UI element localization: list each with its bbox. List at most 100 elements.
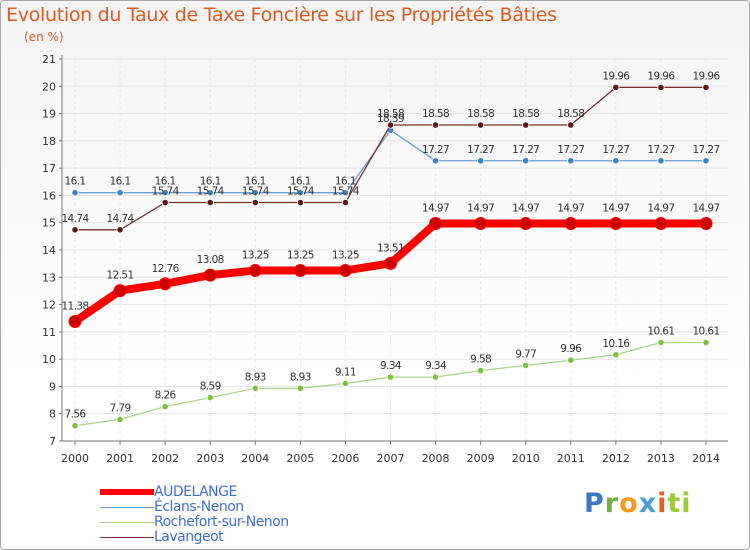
data-label-lavangeot-2008: 18.58: [422, 108, 449, 120]
data-label-eclans-nenon-2010: 17.27: [512, 144, 539, 156]
point-lavangeot-2005: [296, 198, 304, 207]
data-label-eclans-nenon-2009: 17.27: [467, 144, 494, 156]
data-label-eclans-nenon-2007: 18.39: [377, 113, 404, 125]
point-eclans-nenon-2003: [206, 189, 214, 197]
y-tick-label-18: 18: [42, 135, 56, 148]
data-label-eclans-nenon-2005: 16.1: [290, 176, 311, 188]
data-label-lavangeot-2014: 19.96: [692, 70, 720, 82]
legend-label-audelange: AUDELANGE: [154, 484, 237, 500]
point-rochefort-sur-nenon-2014: [702, 338, 710, 347]
data-label-eclans-nenon-2014: 17.27: [692, 144, 719, 156]
point-audelange-2012: [609, 217, 623, 231]
x-tick-label-2014: 2014: [692, 452, 720, 465]
x-tick-label-2003: 2003: [196, 452, 224, 465]
data-label-rochefort-sur-nenon-2010: 9.77: [515, 348, 536, 360]
data-label-eclans-nenon-2012: 17.27: [602, 144, 629, 156]
data-label-rochefort-sur-nenon-2006: 9.11: [335, 366, 356, 378]
data-label-rochefort-sur-nenon-2014: 10.61: [692, 325, 719, 337]
point-eclans-nenon-2005: [296, 189, 304, 197]
point-lavangeot-2001: [116, 226, 124, 234]
point-audelange-2003: [203, 268, 217, 282]
x-tick-label-2002: 2002: [151, 452, 179, 465]
point-eclans-nenon-2001: [116, 189, 124, 197]
point-lavangeot-2013: [657, 83, 665, 91]
data-label-rochefort-sur-nenon-2003: 8.59: [200, 381, 221, 393]
data-label-lavangeot-2010: 18.58: [512, 108, 539, 120]
point-lavangeot-2009: [477, 121, 485, 129]
point-rochefort-sur-nenon-2005: [296, 384, 304, 392]
data-label-lavangeot-2011: 18.58: [557, 108, 584, 120]
x-tick-label-2013: 2013: [647, 452, 675, 465]
point-lavangeot-2000: [71, 226, 79, 234]
point-audelange-2002: [158, 277, 172, 291]
data-label-rochefort-sur-nenon-2005: 8.93: [290, 371, 311, 383]
y-tick-label-8: 8: [49, 408, 56, 421]
point-eclans-nenon-2011: [567, 157, 575, 165]
data-label-lavangeot-2013: 19.96: [647, 70, 675, 82]
data-label-lavangeot-2009: 18.58: [467, 108, 494, 120]
data-label-lavangeot-2001: 14.74: [107, 213, 135, 225]
point-rochefort-sur-nenon-2008: [431, 373, 440, 381]
point-rochefort-sur-nenon-2010: [522, 361, 530, 370]
data-label-rochefort-sur-nenon-2007: 9.34: [380, 360, 402, 372]
data-label-lavangeot-2003: 15.74: [197, 186, 225, 198]
x-tick-label-2000: 2000: [61, 452, 89, 465]
data-label-lavangeot-2012: 19.96: [602, 70, 630, 82]
data-label-eclans-nenon-2002: 16.1: [155, 176, 176, 188]
legend-label-eclans-nenon: Éclans-Nenon: [154, 499, 244, 515]
point-rochefort-sur-nenon-2013: [657, 338, 665, 347]
data-label-lavangeot-2005: 15.74: [287, 186, 315, 198]
point-lavangeot-2004: [251, 198, 259, 207]
legend-swatch-rochefort-sur-nenon: [100, 522, 154, 523]
point-eclans-nenon-2010: [522, 157, 530, 165]
data-label-eclans-nenon-2001: 16.1: [110, 176, 131, 188]
point-audelange-2005: [293, 263, 307, 277]
point-lavangeot-2006: [341, 198, 350, 207]
y-tick-label-16: 16: [42, 189, 56, 202]
data-label-rochefort-sur-nenon-2002: 8.26: [155, 390, 177, 402]
data-label-audelange-2003: 13.08: [197, 254, 224, 266]
legend-label-lavangeot: Lavangeot: [154, 529, 224, 545]
x-tick-label-2006: 2006: [331, 452, 359, 465]
point-audelange-2007: [384, 256, 397, 270]
point-rochefort-sur-nenon-2009: [477, 367, 485, 375]
data-label-rochefort-sur-nenon-2001: 7.79: [110, 402, 131, 414]
data-label-rochefort-sur-nenon-2000: 7.56: [65, 409, 87, 421]
data-label-eclans-nenon-2006: 16.1: [335, 176, 356, 188]
point-audelange-2008: [429, 217, 443, 231]
chart-title: Evolution du Taux de Taxe Foncière sur l…: [6, 4, 557, 26]
point-rochefort-sur-nenon-2007: [386, 373, 395, 381]
data-label-audelange-2002: 12.76: [152, 263, 180, 275]
series-lines: [68, 83, 713, 430]
data-label-lavangeot-2002: 15.74: [152, 186, 180, 198]
point-rochefort-sur-nenon-2003: [206, 394, 214, 402]
point-eclans-nenon-2006: [341, 189, 350, 197]
point-lavangeot-2011: [567, 121, 575, 129]
data-label-eclans-nenon-2011: 17.27: [557, 144, 584, 156]
point-lavangeot-2003: [206, 198, 214, 207]
x-tick-label-2001: 2001: [106, 452, 134, 465]
data-label-rochefort-sur-nenon-2008: 9.34: [425, 360, 447, 372]
x-tick-label-2005: 2005: [286, 452, 314, 465]
point-eclans-nenon-2013: [657, 157, 665, 165]
data-label-lavangeot-2006: 15.74: [332, 186, 360, 198]
x-tick-label-2010: 2010: [512, 452, 540, 465]
data-label-audelange-2004: 13.25: [242, 249, 269, 261]
point-rochefort-sur-nenon-2012: [612, 351, 620, 359]
point-lavangeot-2002: [161, 198, 169, 207]
point-audelange-2011: [564, 217, 578, 231]
data-label-eclans-nenon-2008: 17.27: [422, 144, 449, 156]
point-eclans-nenon-2009: [477, 157, 485, 165]
data-label-audelange-2010: 14.97: [512, 203, 539, 215]
x-tick-label-2012: 2012: [602, 452, 630, 465]
point-audelange-2014: [699, 217, 713, 231]
data-label-lavangeot-2004: 15.74: [242, 186, 270, 198]
data-label-eclans-nenon-2004: 16.1: [245, 176, 266, 188]
point-rochefort-sur-nenon-2006: [341, 379, 350, 388]
point-rochefort-sur-nenon-2000: [71, 422, 79, 430]
point-audelange-2010: [519, 217, 533, 231]
proxiti-logo: Proxiti: [584, 488, 692, 519]
point-lavangeot-2008: [431, 121, 440, 129]
